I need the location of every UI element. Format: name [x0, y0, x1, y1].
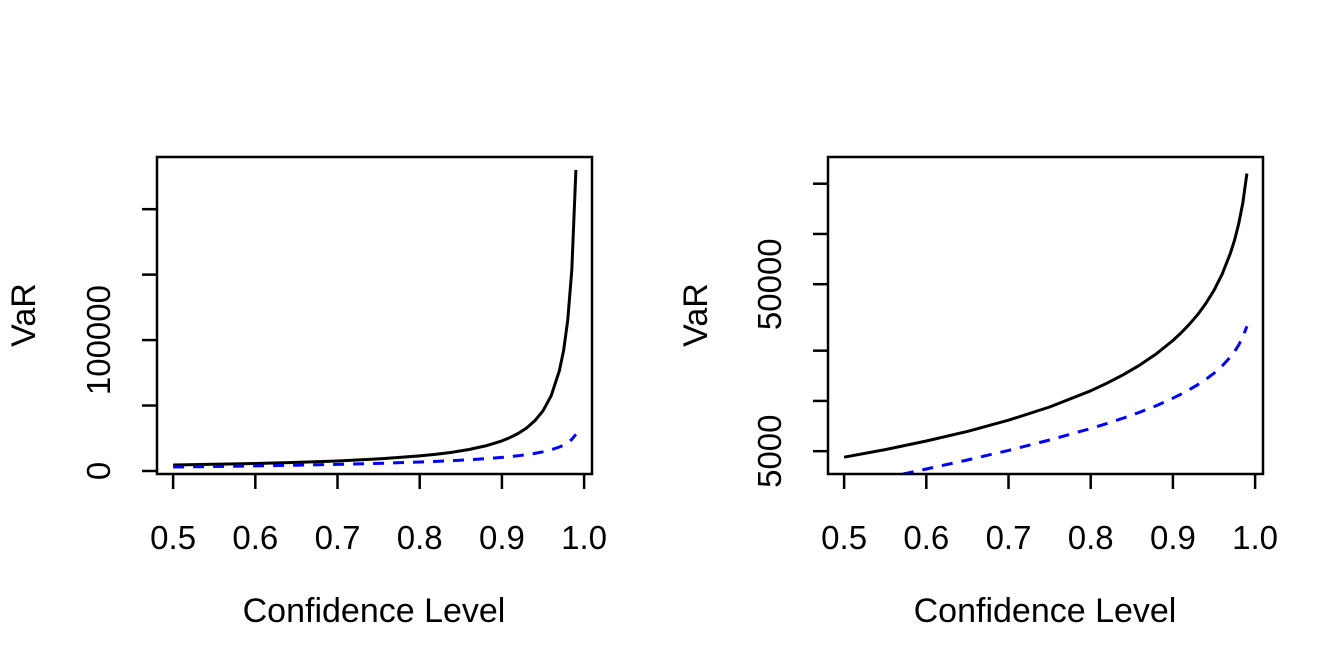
x-tick-label: 0.6 [903, 519, 949, 556]
x-tick-label: 1.0 [561, 519, 607, 556]
plot-area [843, 173, 1249, 474]
x-tick-label: 0.7 [315, 519, 361, 556]
x-tick-label: 0.9 [479, 519, 525, 556]
x-tick-label: 0.9 [1150, 519, 1196, 556]
plot-box [155, 155, 594, 476]
y-tick-label: 50000 [751, 238, 788, 330]
plot-box [826, 155, 1265, 476]
x-tick-label: 0.8 [1068, 519, 1114, 556]
var-linear-chart: 0.5 0.6 0.7 0.8 0.9 1.0 0 100000 [80, 155, 607, 556]
y-tick-label: 0 [80, 462, 117, 480]
right-x-axis-title: Confidence Level [914, 592, 1177, 630]
left-x-axis-title: Confidence Level [243, 592, 506, 630]
x-tick-label: 0.8 [397, 519, 443, 556]
y-tick-label: 100000 [80, 285, 117, 395]
black-solid-var-curve [843, 173, 1249, 459]
blue-dashed-var-curve [173, 433, 578, 469]
left-y-axis-title: VaR [5, 283, 43, 347]
x-tick-label: 1.0 [1232, 519, 1278, 556]
x-tick-label: 0.5 [150, 519, 196, 556]
black-solid-var-curve [173, 169, 578, 467]
blue-dashed-var-curve [895, 325, 1249, 474]
var-log-chart: 0.5 0.6 0.7 0.8 0.9 1.0 5000 50000 [751, 155, 1278, 556]
right-y-axis-title: VaR [677, 283, 715, 347]
y-tick-label: 5000 [751, 414, 788, 487]
x-tick-label: 0.5 [821, 519, 867, 556]
plot-area [173, 169, 578, 469]
x-tick-label: 0.7 [986, 519, 1032, 556]
x-tick-label: 0.6 [232, 519, 278, 556]
